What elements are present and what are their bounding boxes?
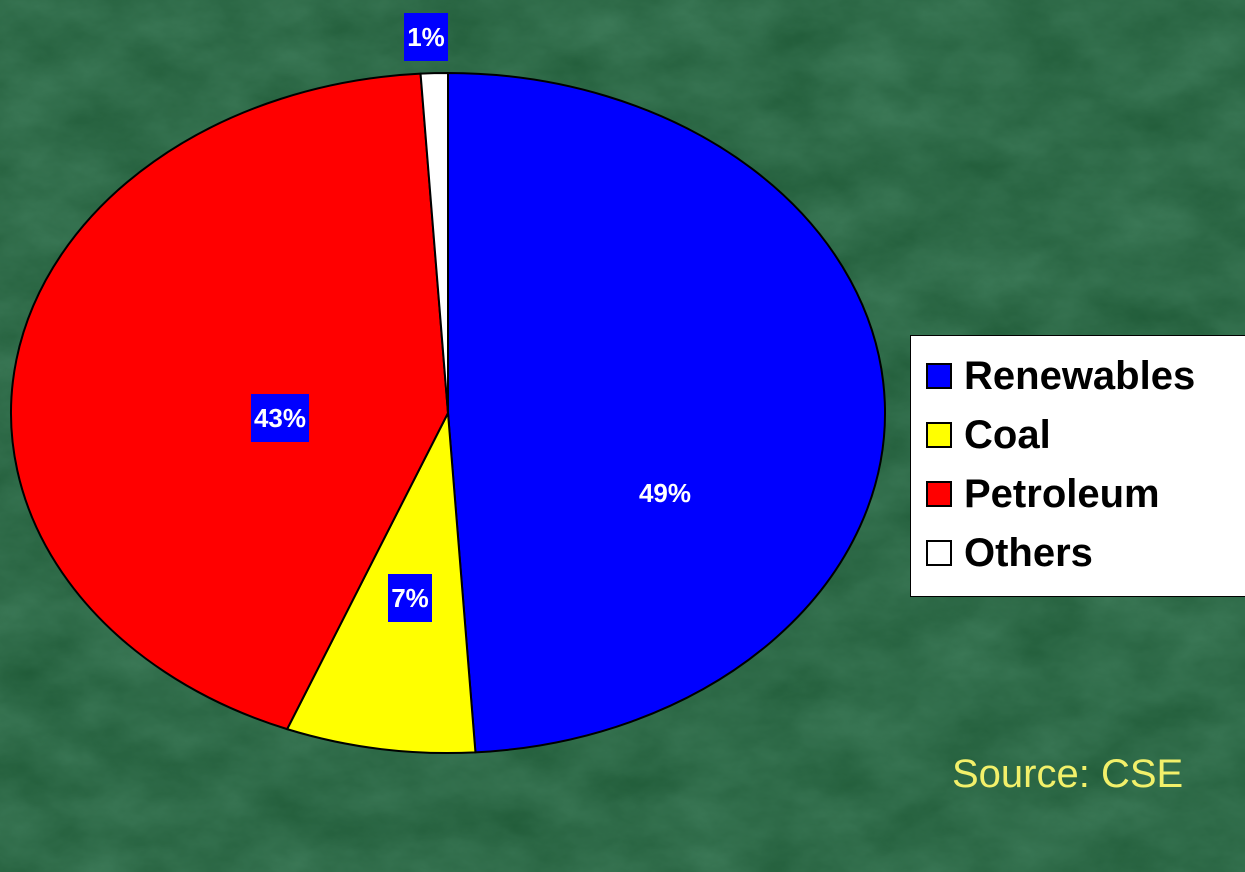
pie-slice-petroleum	[10, 72, 449, 731]
data-label-box-coal	[388, 574, 432, 622]
legend-item-renewables: Renewables	[926, 351, 1195, 401]
legend-label-renewables: Renewables	[964, 353, 1196, 398]
data-label-text-others: 1%	[407, 22, 445, 52]
legend-item-coal: Coal	[926, 410, 1051, 460]
data-label-renewables: 49%	[639, 478, 691, 508]
data-label-others: 1%	[404, 13, 448, 61]
source-note: Source: CSE	[952, 752, 1184, 796]
legend-label-others: Others	[964, 530, 1093, 575]
legend-item-petroleum: Petroleum	[926, 469, 1160, 519]
legend-swatch-renewables	[926, 363, 952, 389]
data-label-text-renewables: 49%	[639, 478, 691, 508]
pie-slices	[10, 71, 887, 754]
pie-slice-coal	[286, 412, 477, 754]
pie-slice-others	[419, 71, 449, 414]
data-labels: 49% 7% 43% 1%	[251, 13, 691, 622]
legend-swatch-coal	[926, 422, 952, 448]
legend-item-others: Others	[926, 528, 1093, 578]
legend-swatch-petroleum	[926, 481, 952, 507]
data-label-text-coal: 7%	[391, 583, 429, 613]
pie-slice-renewables	[447, 72, 887, 754]
legend-swatch-others	[926, 540, 952, 566]
legend-label-petroleum: Petroleum	[964, 471, 1160, 516]
data-label-box-petroleum	[251, 394, 309, 442]
chart-legend: Renewables Coal Petroleum Others	[910, 335, 1245, 597]
data-label-petroleum: 43%	[251, 394, 309, 442]
data-label-box-others	[404, 13, 448, 61]
data-label-coal: 7%	[388, 574, 432, 622]
legend-label-coal: Coal	[964, 412, 1051, 457]
data-label-text-petroleum: 43%	[254, 403, 306, 433]
